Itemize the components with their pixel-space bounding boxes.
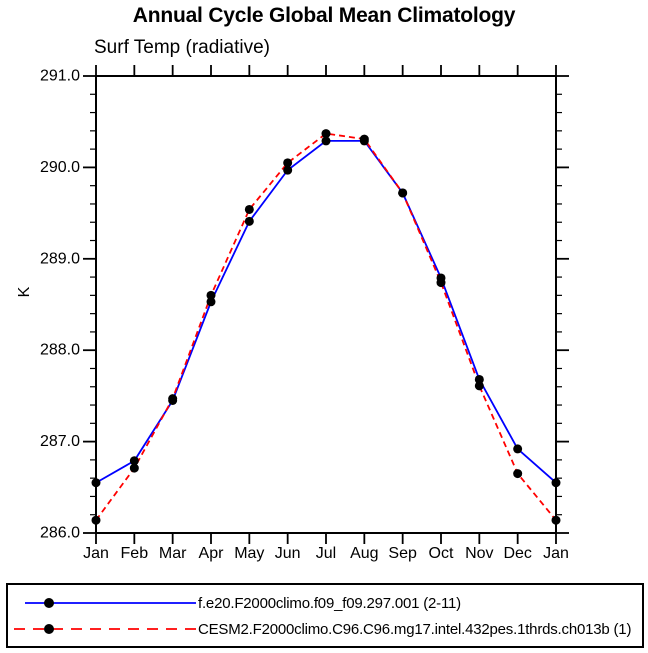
x-tick-label: May: [234, 545, 264, 562]
data-point-marker: [359, 134, 369, 144]
data-point-marker: [398, 188, 408, 198]
legend-label: CESM2.F2000climo.C96.C96.mg17.intel.432p…: [198, 620, 632, 638]
y-tick-label: 287.0: [40, 433, 80, 450]
x-tick-label: Sep: [388, 545, 417, 562]
marker-dot-icon: [44, 624, 54, 634]
legend-label: f.e20.F2000climo.f09_f09.297.001 (2-11): [198, 594, 461, 612]
data-point-marker: [474, 381, 484, 391]
legend-line-sample-dashed: [14, 624, 196, 634]
x-tick-label: Feb: [121, 545, 149, 562]
y-tick-label: 291.0: [40, 68, 80, 85]
x-tick-label: Jan: [543, 545, 569, 562]
x-tick-label: Mar: [159, 545, 187, 562]
x-tick-label: Aug: [350, 545, 378, 562]
data-point-marker: [168, 394, 178, 404]
legend-item: f.e20.F2000climo.f09_f09.297.001 (2-11): [8, 594, 461, 612]
x-tick-label: Apr: [199, 545, 225, 562]
data-point-marker: [129, 456, 139, 466]
data-point-marker: [551, 478, 561, 488]
data-point-marker: [436, 278, 446, 288]
x-tick-label: Nov: [465, 545, 493, 562]
x-tick-label: Jan: [83, 545, 109, 562]
chart-title: Annual Cycle Global Mean Climatology: [132, 4, 516, 27]
x-tick-label: Jun: [275, 545, 301, 562]
data-point-marker: [321, 129, 331, 139]
marker-dot-icon: [44, 598, 54, 608]
data-point-marker: [551, 515, 561, 525]
data-point-marker: [91, 515, 101, 525]
data-point-marker: [206, 290, 216, 300]
data-point-marker: [206, 297, 216, 307]
legend-item: CESM2.F2000climo.C96.C96.mg17.intel.432p…: [8, 620, 632, 638]
series-line-solid: [95, 139, 557, 484]
data-point-marker: [244, 204, 254, 214]
data-point-marker: [129, 463, 139, 473]
series-line-dashed: [95, 132, 557, 521]
data-point-marker: [244, 216, 254, 226]
data-point-marker: [321, 136, 331, 146]
legend: f.e20.F2000climo.f09_f09.297.001 (2-11) …: [6, 583, 644, 648]
x-tick-label: Jul: [316, 545, 336, 562]
data-point-marker: [283, 158, 293, 168]
x-tick-label: Dec: [503, 545, 531, 562]
data-point-marker: [91, 478, 101, 488]
y-tick-label: 288.0: [40, 342, 80, 359]
plot-area: Jan Feb Mar Apr May Jun Jul Aug Sep Oct Nov Dec Jan2…: [40, 65, 569, 562]
data-point-marker: [283, 165, 293, 175]
legend-line-sample-solid: [25, 598, 196, 608]
data-point-marker: [474, 374, 484, 384]
y-tick-label: 290.0: [40, 159, 80, 176]
y-tick-label: 286.0: [40, 525, 80, 542]
y-tick-label: 289.0: [40, 250, 80, 267]
data-point-marker: [513, 469, 523, 479]
data-point-marker: [513, 444, 523, 454]
chart-subtitle: Surf Temp (radiative): [94, 37, 270, 58]
x-tick-label: Oct: [429, 545, 454, 562]
